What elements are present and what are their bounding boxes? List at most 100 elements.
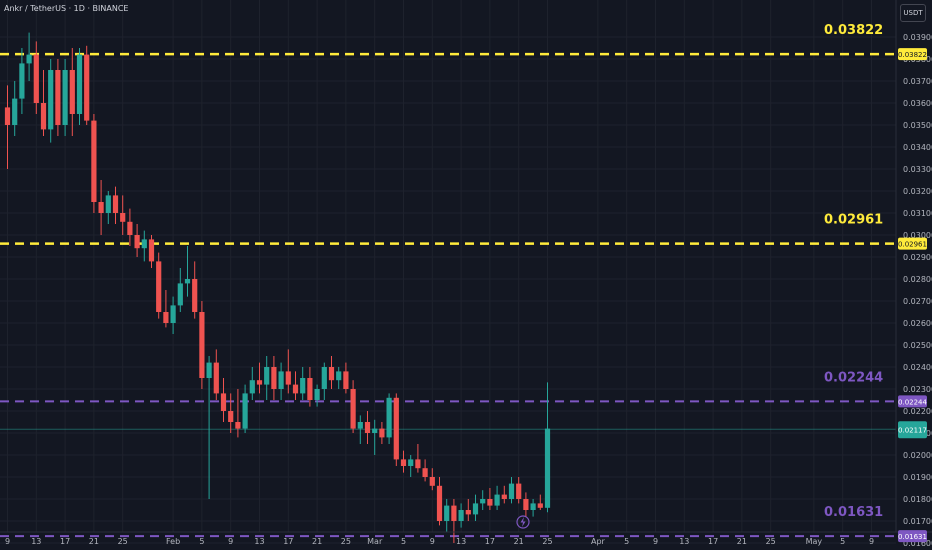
candle[interactable] xyxy=(163,290,169,328)
candle[interactable] xyxy=(408,455,414,477)
candle-body xyxy=(451,505,457,521)
candle[interactable] xyxy=(501,485,507,504)
candle[interactable] xyxy=(530,499,536,517)
candle[interactable] xyxy=(141,230,147,262)
candle[interactable] xyxy=(127,208,133,246)
candle[interactable] xyxy=(523,492,529,517)
candle[interactable] xyxy=(91,114,97,213)
candle[interactable] xyxy=(148,235,155,268)
candle[interactable] xyxy=(112,186,119,224)
candle[interactable] xyxy=(213,349,219,400)
candle[interactable] xyxy=(206,356,212,499)
candle[interactable] xyxy=(429,468,435,491)
candle[interactable] xyxy=(465,499,471,521)
candle[interactable] xyxy=(364,411,371,444)
candles[interactable] xyxy=(4,32,551,543)
time-tick-label: 25 xyxy=(542,537,552,546)
last-price-box xyxy=(898,421,927,439)
candle[interactable] xyxy=(249,367,255,400)
currency-selector[interactable]: USDT xyxy=(900,4,926,22)
time-axis[interactable]: 9 13 17 21 25 Feb 5 9 13 17 21 25 Mar 5 9 13 17 21 25 Apr 5 9… xyxy=(0,531,932,546)
candle[interactable] xyxy=(134,224,140,257)
candle[interactable] xyxy=(12,81,18,136)
candle[interactable] xyxy=(242,384,248,433)
candle[interactable] xyxy=(336,367,342,389)
candle[interactable] xyxy=(285,349,291,394)
candle[interactable] xyxy=(321,362,327,400)
candle[interactable] xyxy=(343,362,349,394)
candle[interactable] xyxy=(300,367,306,400)
level-labels: 0.03822 0.02961 0.02244 0.01631 xyxy=(824,23,883,520)
candle[interactable] xyxy=(372,419,378,455)
candle-body xyxy=(336,371,342,381)
lightning-icon[interactable] xyxy=(516,515,530,529)
candle[interactable] xyxy=(120,195,126,235)
time-tick-label: 13 xyxy=(254,537,264,546)
candle[interactable] xyxy=(292,371,299,400)
time-tick-label: 25 xyxy=(766,537,776,546)
candle[interactable] xyxy=(235,389,241,438)
candle[interactable] xyxy=(278,362,284,400)
candle[interactable] xyxy=(98,180,104,235)
candle-body xyxy=(40,103,47,130)
candle-body xyxy=(12,98,18,125)
candle[interactable] xyxy=(393,393,399,466)
candle[interactable] xyxy=(350,380,356,433)
candle[interactable] xyxy=(451,499,457,543)
candle[interactable] xyxy=(494,485,500,510)
price-axis[interactable]: 0.039000.038000.037000.036000.035000.034… xyxy=(895,0,932,548)
candle[interactable] xyxy=(357,415,363,444)
candle[interactable] xyxy=(386,393,392,444)
candle[interactable] xyxy=(228,393,234,433)
candle[interactable] xyxy=(307,367,313,407)
candle[interactable] xyxy=(177,268,183,312)
candle[interactable] xyxy=(105,191,111,224)
candle[interactable] xyxy=(55,59,61,136)
candle[interactable] xyxy=(192,261,198,319)
candle-body xyxy=(69,70,75,114)
candle[interactable] xyxy=(271,356,277,400)
level-price-tag-text: 0.01631 xyxy=(898,533,927,541)
candle[interactable] xyxy=(33,41,39,114)
candle[interactable] xyxy=(76,48,83,125)
candle[interactable] xyxy=(422,459,428,482)
candle[interactable] xyxy=(220,378,227,422)
candle[interactable] xyxy=(487,488,493,510)
candle[interactable] xyxy=(328,356,335,389)
candle[interactable] xyxy=(516,477,522,504)
candle[interactable] xyxy=(156,252,162,319)
candle[interactable] xyxy=(256,362,263,394)
candle[interactable] xyxy=(48,59,54,143)
candle[interactable] xyxy=(170,296,176,334)
candle[interactable] xyxy=(264,356,270,400)
candle[interactable] xyxy=(19,48,25,114)
candle[interactable] xyxy=(4,85,11,169)
candle[interactable] xyxy=(400,450,407,473)
candle-body xyxy=(156,261,162,312)
candle[interactable] xyxy=(84,45,90,125)
candle[interactable] xyxy=(436,477,443,526)
chart-title: Ankr / TetherUS · 1D · BINANCE xyxy=(4,4,129,13)
candle[interactable] xyxy=(508,477,515,504)
candle[interactable] xyxy=(544,382,551,513)
candle[interactable] xyxy=(444,499,450,532)
candle[interactable] xyxy=(379,422,385,444)
candle[interactable] xyxy=(69,48,75,136)
candle[interactable] xyxy=(537,494,543,510)
candle[interactable] xyxy=(415,444,421,473)
candle[interactable] xyxy=(472,494,479,521)
candle[interactable] xyxy=(458,503,464,528)
candle[interactable] xyxy=(184,246,191,297)
candle[interactable] xyxy=(480,490,486,510)
candle[interactable] xyxy=(62,59,68,136)
candle[interactable] xyxy=(40,70,47,136)
candle[interactable] xyxy=(314,384,320,407)
candle-body xyxy=(228,411,234,422)
candle[interactable] xyxy=(26,32,32,81)
candle[interactable] xyxy=(199,301,205,389)
